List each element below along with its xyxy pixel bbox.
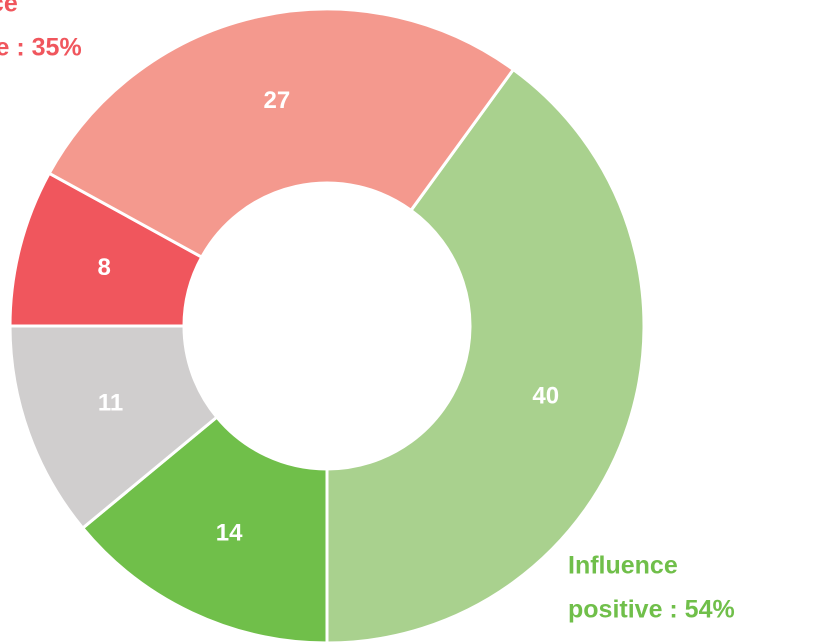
annotation: négative : 35%: [0, 34, 82, 62]
data-label: 40: [532, 382, 559, 409]
donut-segment: [325, 67, 646, 642]
data-label: 11: [98, 389, 123, 416]
data-label: 27: [263, 87, 290, 114]
data-label: 8: [98, 254, 111, 281]
data-label: 14: [216, 519, 243, 546]
annotation: Influence: [0, 0, 18, 18]
donut-segment: [80, 415, 329, 642]
donut-segment: [8, 324, 219, 531]
annotation: Influence: [568, 552, 678, 580]
annotation: positive : 54%: [568, 596, 735, 624]
donut-segment: [47, 7, 516, 260]
